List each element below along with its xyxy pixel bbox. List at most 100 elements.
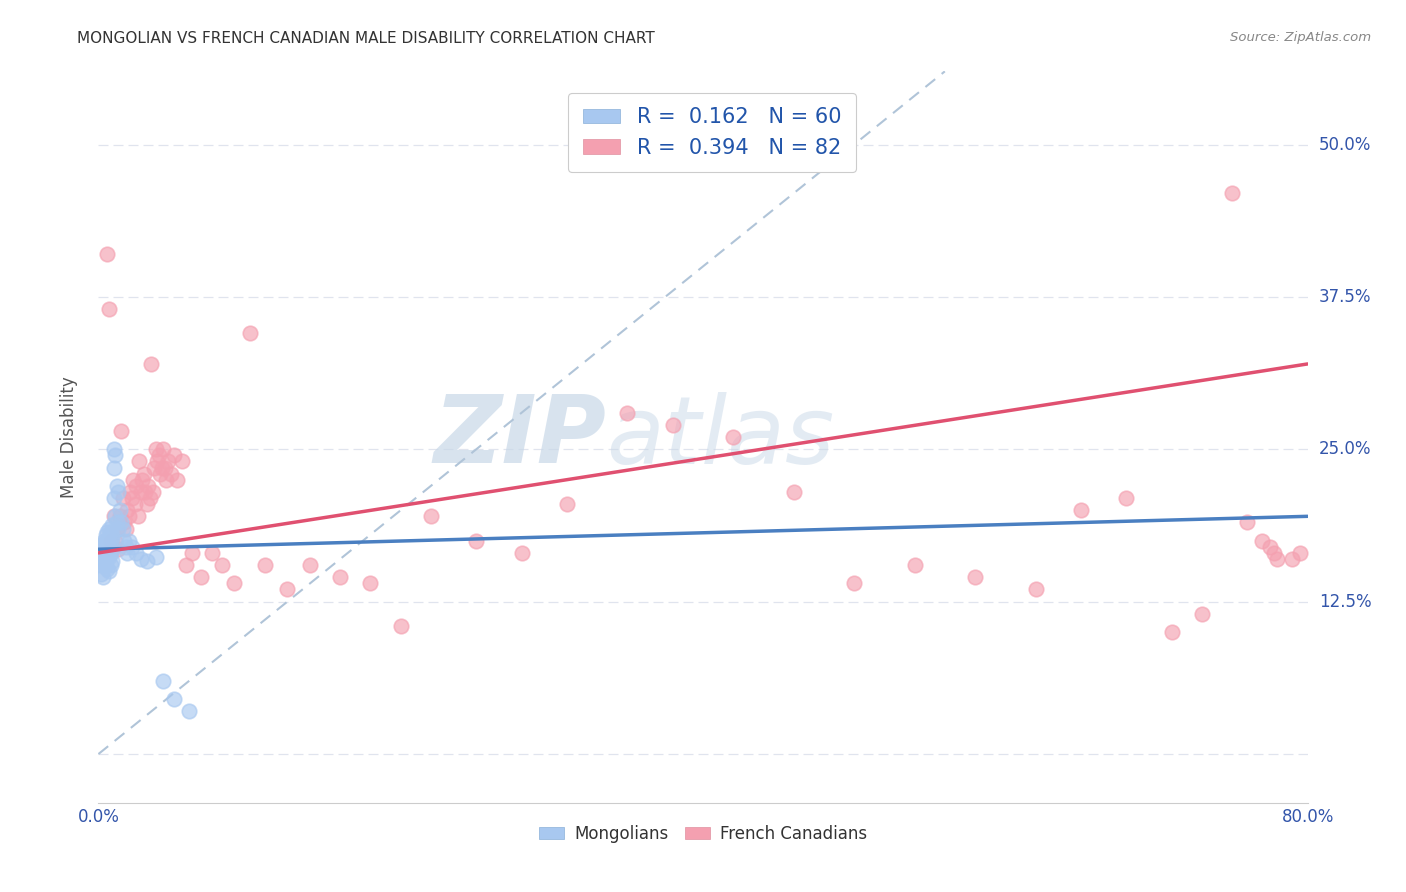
Point	[94, 546, 117, 560]
Point	[224, 576, 246, 591]
Point	[201, 546, 224, 560]
Point	[170, 454, 193, 468]
Point	[1115, 491, 1137, 505]
Point	[100, 533, 122, 548]
Point	[118, 533, 141, 548]
Point	[121, 540, 143, 554]
Y-axis label: Male Disability: Male Disability	[59, 376, 77, 498]
Point	[103, 491, 125, 505]
Point	[91, 546, 114, 560]
Point	[96, 549, 118, 564]
Point	[94, 558, 117, 573]
Point	[148, 448, 170, 462]
Point	[103, 460, 125, 475]
Point	[94, 527, 117, 541]
Point	[104, 509, 127, 524]
Point	[142, 485, 165, 500]
Point	[389, 619, 412, 633]
Point	[465, 533, 488, 548]
Point	[93, 542, 115, 557]
Point	[121, 491, 143, 505]
Text: Source: ZipAtlas.com: Source: ZipAtlas.com	[1230, 31, 1371, 45]
Point	[112, 516, 135, 530]
Point	[124, 497, 146, 511]
Point	[1251, 533, 1274, 548]
Point	[1289, 546, 1312, 560]
Point	[136, 479, 159, 493]
Point	[190, 570, 212, 584]
Point	[132, 467, 155, 481]
Point	[1070, 503, 1092, 517]
Point	[100, 558, 122, 573]
Point	[101, 542, 124, 557]
Point	[127, 509, 149, 524]
Point	[134, 485, 156, 500]
Point	[276, 582, 298, 597]
Point	[96, 247, 118, 261]
Point	[90, 542, 112, 557]
Point	[98, 530, 121, 544]
Text: 25.0%: 25.0%	[1319, 441, 1371, 458]
Text: 50.0%: 50.0%	[1319, 136, 1371, 153]
Point	[239, 326, 262, 341]
Point	[145, 442, 167, 457]
Point	[783, 485, 806, 500]
Point	[110, 424, 132, 438]
Point	[101, 542, 124, 557]
Point	[108, 503, 131, 517]
Point	[103, 509, 125, 524]
Point	[146, 454, 169, 468]
Point	[125, 546, 148, 560]
Point	[253, 558, 276, 573]
Point	[844, 576, 866, 591]
Point	[329, 570, 352, 584]
Point	[118, 509, 141, 524]
Point	[110, 516, 132, 530]
Point	[111, 521, 134, 535]
Point	[152, 673, 174, 688]
Point	[90, 554, 112, 568]
Point	[1220, 186, 1243, 201]
Point	[616, 406, 638, 420]
Point	[120, 485, 142, 500]
Point	[101, 554, 124, 568]
Point	[115, 546, 138, 560]
Point	[510, 546, 533, 560]
Point	[104, 533, 127, 548]
Point	[129, 552, 152, 566]
Point	[131, 473, 153, 487]
Point	[1160, 625, 1182, 640]
Point	[135, 554, 157, 568]
Point	[98, 521, 121, 535]
Point	[96, 525, 118, 540]
Point	[100, 546, 122, 560]
Point	[91, 570, 114, 584]
Point	[555, 497, 578, 511]
Point	[128, 454, 150, 468]
Point	[111, 491, 134, 505]
Text: 37.5%: 37.5%	[1319, 288, 1371, 306]
Text: ZIP: ZIP	[433, 391, 606, 483]
Point	[96, 542, 118, 557]
Point	[181, 546, 204, 560]
Point	[150, 460, 173, 475]
Point	[1236, 516, 1258, 530]
Legend: Mongolians, French Canadians: Mongolians, French Canadians	[533, 818, 873, 849]
Point	[103, 442, 125, 457]
Point	[1024, 582, 1046, 597]
Point	[104, 448, 127, 462]
Point	[96, 562, 118, 576]
Point	[129, 485, 152, 500]
Point	[135, 497, 157, 511]
Point	[299, 558, 322, 573]
Point	[91, 537, 114, 551]
Point	[91, 554, 114, 568]
Point	[1281, 552, 1303, 566]
Point	[174, 558, 197, 573]
Point	[156, 454, 179, 468]
Point	[143, 460, 166, 475]
Text: MONGOLIAN VS FRENCH CANADIAN MALE DISABILITY CORRELATION CHART: MONGOLIAN VS FRENCH CANADIAN MALE DISABI…	[77, 31, 655, 46]
Point	[100, 525, 122, 540]
Point	[145, 549, 167, 564]
Point	[100, 533, 122, 548]
